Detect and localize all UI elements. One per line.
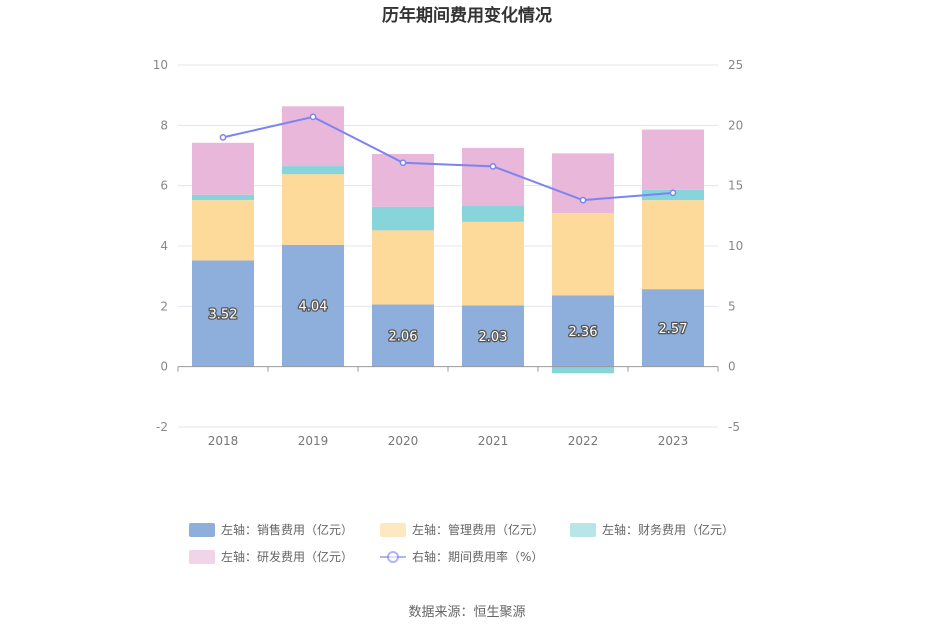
x-tick-label: 2020	[388, 434, 419, 448]
bar-data-label: 2.57	[659, 322, 688, 337]
legend-label: 右轴：期间费用率（%）	[412, 549, 543, 564]
legend-swatch	[380, 523, 406, 537]
rate-point	[489, 163, 497, 170]
legend-item[interactable]: 左轴：管理费用（亿元）	[380, 522, 544, 537]
right-tick-label: -5	[728, 420, 740, 434]
legend-marker-icon	[387, 551, 399, 563]
x-tick-label: 2022	[568, 434, 599, 448]
bar-data-label: 3.52	[209, 308, 238, 323]
legend-item[interactable]: 左轴：财务费用（亿元）	[570, 522, 734, 537]
rate-point	[309, 113, 317, 121]
bar-data-label: 2.06	[389, 330, 418, 345]
right-tick-label: 15	[728, 179, 743, 193]
bar-data-label: 2.36	[569, 325, 598, 340]
legend-label: 左轴：管理费用（亿元）	[412, 522, 544, 537]
legend-item[interactable]: 右轴：期间费用率（%）	[380, 549, 543, 564]
bar-segment	[372, 304, 434, 367]
bar-segment	[192, 142, 254, 195]
source-note: 数据来源：恒生聚源	[408, 605, 525, 620]
bar-data-label: 2.03	[479, 330, 508, 345]
legend-swatch	[189, 523, 215, 537]
rate-line	[219, 113, 677, 204]
right-tick-label: 20	[728, 118, 743, 132]
bar-segment	[282, 244, 344, 367]
x-axis-ticks: 2018 2019 2020 2021 2022 2023	[208, 434, 689, 448]
bar-segment	[192, 200, 254, 261]
rate-point	[219, 134, 227, 141]
rate-point	[669, 189, 677, 197]
legend-label: 左轴：销售费用（亿元）	[221, 522, 353, 537]
bar-segment	[552, 295, 614, 367]
right-tick-label: 25	[728, 58, 743, 72]
legend-label: 左轴：财务费用（亿元）	[602, 522, 734, 537]
left-tick-label: 8	[160, 118, 168, 132]
left-tick-label: 0	[160, 360, 168, 374]
grid	[178, 64, 718, 428]
left-tick-label: -2	[156, 420, 168, 434]
data-labels: 3.52 4.04 2.06 2.03 2.36 2.57	[207, 298, 689, 346]
bar-segment	[642, 129, 704, 190]
legend-swatch	[189, 550, 215, 564]
x-tick-label: 2018	[208, 434, 239, 448]
left-axis: -2 0 2 4 6 8 10	[153, 58, 168, 434]
right-tick-label: 0	[728, 360, 736, 374]
bar-segment	[372, 230, 434, 305]
x-axis	[177, 366, 719, 372]
bar-segment	[642, 200, 704, 290]
x-tick-label: 2019	[298, 434, 329, 448]
bar-segment	[462, 221, 524, 306]
legend-item[interactable]: 左轴：销售费用（亿元）	[189, 522, 353, 537]
bar-segment	[552, 213, 614, 296]
left-tick-label: 2	[160, 299, 168, 313]
bar-segment	[552, 153, 614, 214]
bar-segment	[282, 166, 344, 175]
bar-segment	[282, 174, 344, 245]
bar-segment	[192, 194, 254, 201]
right-tick-label: 5	[728, 299, 736, 313]
bar-segment	[642, 289, 704, 367]
legend-item[interactable]: 左轴：研发费用（亿元）	[189, 549, 353, 564]
rate-point	[399, 159, 407, 167]
left-tick-label: 4	[160, 239, 168, 253]
legend-label: 左轴：研发费用（亿元）	[221, 549, 353, 564]
rate-line-path	[222, 115, 674, 202]
bars	[192, 106, 704, 374]
legend-swatch	[570, 523, 596, 537]
left-tick-label: 10	[153, 58, 168, 72]
rate-point	[579, 196, 587, 204]
bar-segment	[462, 205, 524, 222]
bar-segment	[192, 260, 254, 367]
bar-segment	[462, 147, 524, 206]
left-tick-label: 6	[160, 179, 168, 193]
bar-segment	[552, 366, 614, 374]
right-tick-label: 10	[728, 239, 743, 253]
x-tick-label: 2021	[478, 434, 509, 448]
bar-segment	[372, 206, 434, 231]
right-axis: -5 0 5 10 15 20 25	[728, 58, 743, 434]
legend[interactable]: 左轴：销售费用（亿元） 左轴：管理费用（亿元） 左轴：财务费用（亿元） 左轴：研发费用…	[189, 522, 734, 564]
bar-data-label: 4.04	[299, 300, 328, 315]
chart-title: 历年期间费用变化情况	[382, 5, 552, 26]
bar-segment	[462, 305, 524, 367]
x-tick-label: 2023	[658, 434, 689, 448]
